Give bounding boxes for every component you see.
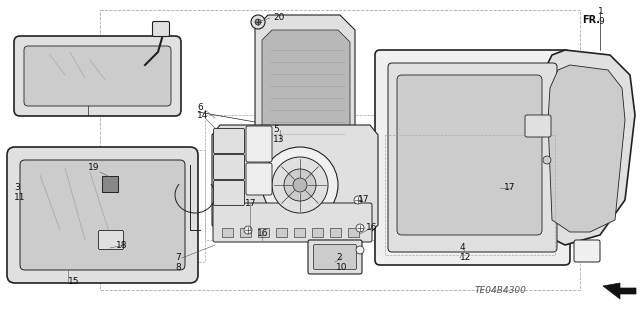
Polygon shape (262, 30, 350, 148)
FancyBboxPatch shape (99, 231, 124, 249)
Text: 17: 17 (358, 196, 369, 204)
Polygon shape (540, 50, 635, 245)
Circle shape (262, 147, 338, 223)
Text: 10: 10 (336, 263, 348, 271)
Text: TE04B4300: TE04B4300 (475, 286, 527, 295)
Text: 16: 16 (257, 228, 269, 238)
Circle shape (356, 224, 364, 232)
Circle shape (255, 19, 261, 25)
Polygon shape (212, 125, 378, 233)
Text: 12: 12 (460, 253, 472, 262)
Circle shape (543, 156, 551, 164)
FancyBboxPatch shape (312, 227, 323, 236)
FancyBboxPatch shape (14, 36, 181, 116)
FancyBboxPatch shape (7, 147, 198, 283)
FancyBboxPatch shape (152, 21, 170, 36)
FancyBboxPatch shape (308, 240, 362, 274)
FancyBboxPatch shape (214, 181, 244, 205)
Text: 3: 3 (14, 183, 20, 192)
Text: 18: 18 (116, 241, 127, 249)
FancyBboxPatch shape (275, 227, 287, 236)
Circle shape (284, 169, 316, 201)
Text: 9: 9 (598, 18, 604, 26)
Text: 8: 8 (175, 263, 180, 271)
FancyBboxPatch shape (257, 227, 269, 236)
Text: FR.: FR. (582, 15, 600, 25)
FancyBboxPatch shape (330, 227, 340, 236)
Text: 16: 16 (366, 224, 378, 233)
Text: 4: 4 (460, 242, 466, 251)
Polygon shape (548, 65, 625, 232)
Text: 14: 14 (197, 112, 209, 121)
Circle shape (293, 178, 307, 192)
FancyBboxPatch shape (213, 203, 372, 242)
FancyBboxPatch shape (388, 63, 557, 252)
Text: 17: 17 (504, 183, 515, 192)
FancyBboxPatch shape (574, 240, 600, 262)
FancyBboxPatch shape (375, 50, 570, 265)
Text: 6: 6 (197, 102, 203, 112)
FancyBboxPatch shape (525, 115, 551, 137)
FancyBboxPatch shape (221, 227, 232, 236)
FancyBboxPatch shape (214, 129, 244, 153)
FancyBboxPatch shape (246, 126, 272, 162)
Circle shape (354, 196, 362, 204)
FancyBboxPatch shape (102, 176, 118, 192)
FancyBboxPatch shape (24, 46, 171, 106)
Text: 19: 19 (88, 164, 99, 173)
FancyBboxPatch shape (294, 227, 305, 236)
Text: 5: 5 (273, 125, 279, 135)
Polygon shape (603, 283, 636, 299)
Text: 20: 20 (273, 13, 284, 23)
FancyBboxPatch shape (397, 75, 542, 235)
Circle shape (244, 226, 252, 234)
Circle shape (272, 157, 328, 213)
FancyBboxPatch shape (348, 227, 358, 236)
Text: 1: 1 (598, 8, 604, 17)
Text: 2: 2 (336, 254, 342, 263)
Text: 15: 15 (68, 278, 79, 286)
FancyBboxPatch shape (214, 154, 244, 180)
Text: 11: 11 (14, 192, 26, 202)
FancyBboxPatch shape (246, 163, 272, 195)
FancyBboxPatch shape (314, 244, 356, 270)
Text: 13: 13 (273, 135, 285, 144)
Circle shape (356, 246, 364, 254)
Polygon shape (255, 15, 355, 155)
FancyBboxPatch shape (20, 160, 185, 270)
Text: 17: 17 (245, 199, 257, 209)
Circle shape (251, 15, 265, 29)
Text: 7: 7 (175, 254, 180, 263)
FancyBboxPatch shape (239, 227, 250, 236)
